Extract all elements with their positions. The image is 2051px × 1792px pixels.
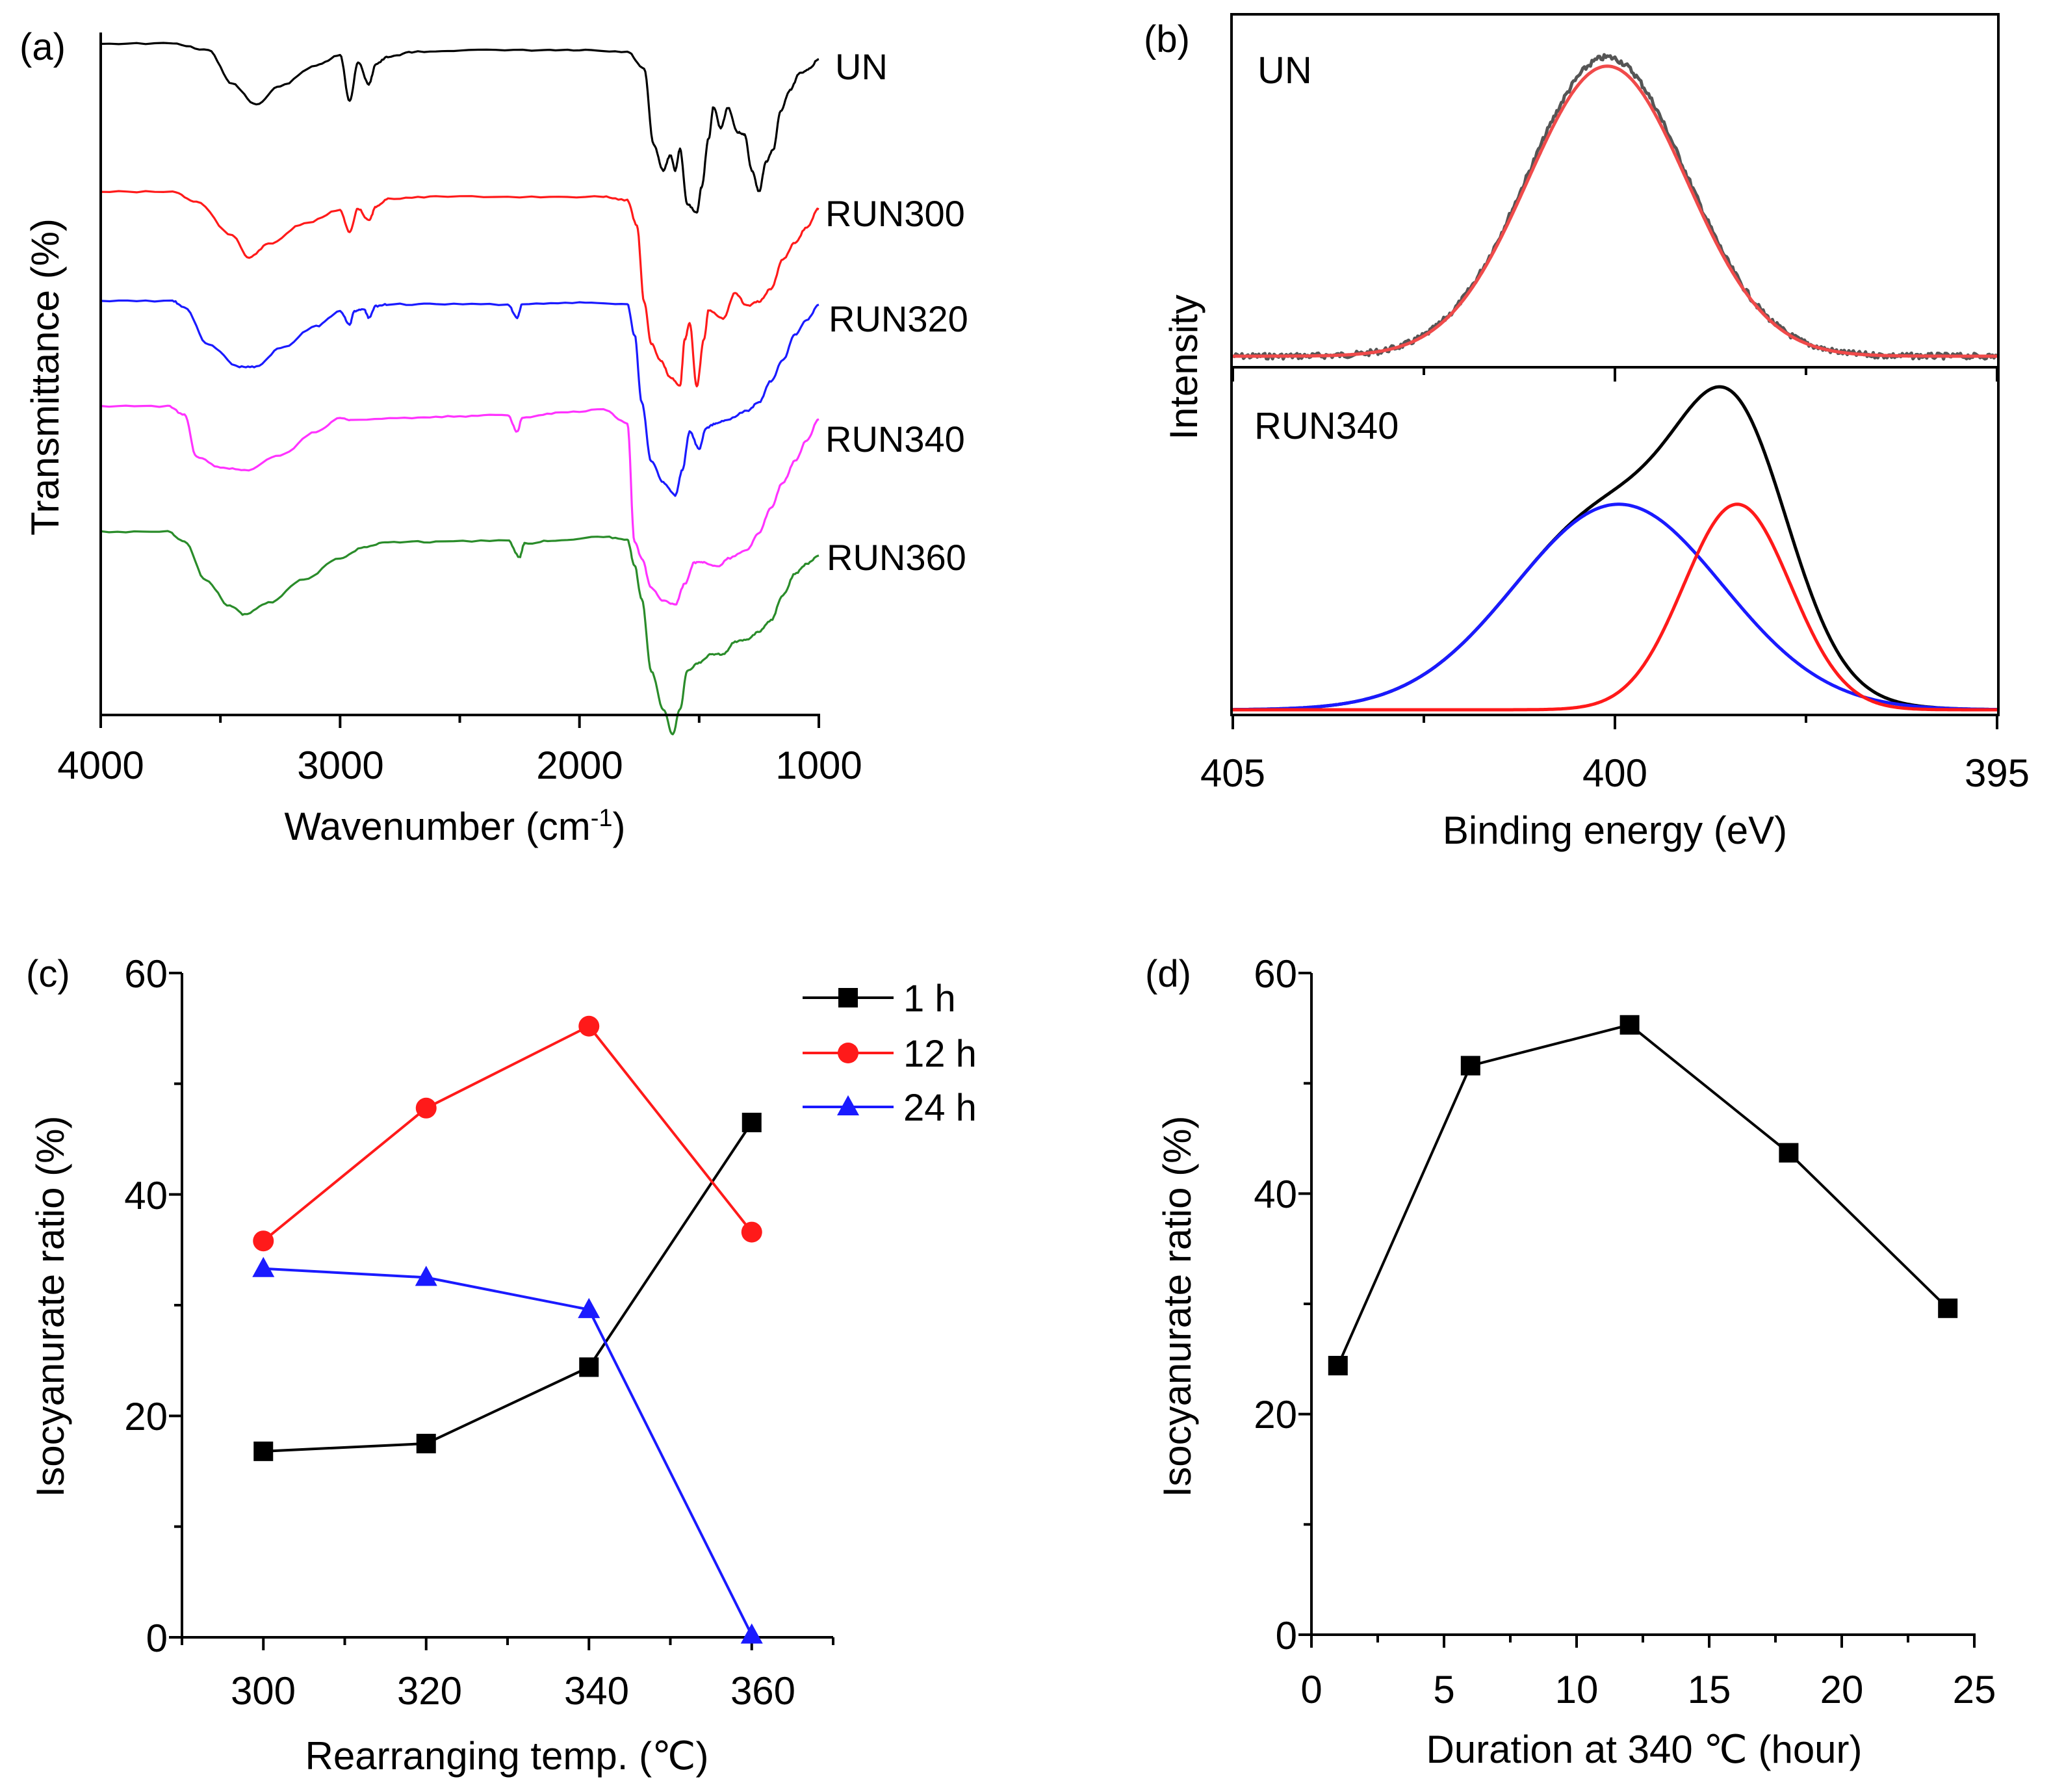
panel-c-y-tick-label: 40 [124, 1174, 168, 1217]
panel-c-y-tick-label: 20 [124, 1395, 168, 1438]
series-line-1h [263, 1121, 753, 1453]
legend-marker-circle [838, 1043, 858, 1063]
panel-c-x-axis-label: Rearranging temp. (℃) [305, 1734, 709, 1778]
data-point-circle [741, 1221, 762, 1243]
panel-a-x-tick-label: 1000 [775, 744, 862, 787]
series-label-run360: RUN360 [827, 537, 966, 578]
data-point-circle [253, 1230, 274, 1252]
panel-c-y-tick-label: 60 [124, 952, 168, 996]
panel-a-x-tick-label: 2000 [536, 744, 623, 787]
data-point-triangle [578, 1297, 600, 1318]
data-point-circle [415, 1097, 437, 1119]
panel-d: (d) 0 20 40 60 0 5 10 15 20 25 Duration … [1145, 952, 1996, 1771]
legend-label-1h: 1 h [903, 978, 956, 1020]
panel-c-ticks [169, 972, 834, 1650]
data-point-square [742, 1112, 762, 1132]
panel-d-y-tick-label: 40 [1254, 1173, 1297, 1216]
panel-b-bottom-label: RUN340 [1254, 405, 1399, 447]
panel-d-x-tick-label: 15 [1688, 1668, 1731, 1711]
panel-d-x-tick-label: 20 [1820, 1668, 1864, 1711]
panel-a-y-axis-label: Transmittance (%) [23, 218, 67, 536]
legend-marker-triangle [837, 1095, 859, 1115]
spectrum-run340 [100, 404, 819, 606]
panel-b-x-tick-label: 400 [1582, 751, 1647, 795]
panel-a-label: (a) [19, 26, 66, 68]
data-point-square [1328, 1356, 1348, 1376]
panel-a: (a) 4000 3000 2000 1000 Wavenumber (cm-1… [19, 26, 968, 848]
panel-c-x-tick-label: 340 [564, 1669, 629, 1713]
panel-b-frame [1230, 13, 2000, 716]
panel-d-x-tick-label: 10 [1555, 1668, 1599, 1711]
data-point-square [1779, 1143, 1799, 1163]
panel-d-x-tick-label: 5 [1433, 1668, 1454, 1711]
xps-run340-component-2 [1233, 502, 1997, 712]
panel-a-x-axis-label: Wavenumber (cm-1) [285, 805, 626, 848]
panel-a-curves [100, 42, 819, 736]
panel-a-x-ticks [99, 715, 820, 728]
panel-d-y-tick-label: 0 [1276, 1614, 1297, 1657]
data-point-triangle [740, 1623, 763, 1644]
xps-un-fit [1233, 64, 1997, 358]
xps-run340-component-1 [1233, 502, 1997, 712]
panel-c-legend: 1 h 12 h 24 h [803, 978, 977, 1129]
panel-c-series [252, 1015, 763, 1644]
panel-d-x-tick-label: 0 [1300, 1668, 1322, 1711]
panel-b-label: (b) [1144, 18, 1190, 60]
spectrum-run300 [100, 190, 819, 387]
series-label-run300: RUN300 [825, 193, 965, 234]
panel-d-y-tick-label: 20 [1254, 1393, 1297, 1436]
data-point-square [253, 1441, 274, 1461]
spectrum-run360 [100, 530, 819, 736]
panel-d-label: (d) [1145, 953, 1191, 995]
data-point-circle [578, 1015, 600, 1037]
panel-c-label: (c) [26, 953, 70, 995]
panel-d-x-tick-label: 25 [1953, 1668, 1996, 1711]
series-line-duration [1336, 1023, 1949, 1366]
panel-c: (c) 0 20 40 60 300 320 340 360 Rearrangi… [26, 952, 977, 1778]
panel-b-x-tick-label: 405 [1200, 751, 1265, 795]
series-line-24h [263, 1267, 753, 1636]
data-point-triangle [252, 1256, 275, 1277]
legend-label-12h: 12 h [903, 1033, 977, 1075]
panel-c-x-tick-label: 360 [730, 1669, 795, 1713]
legend-marker-square [838, 988, 858, 1007]
panel-b-x-tick-label: 395 [1965, 751, 2030, 795]
panel-a-x-axis-label-sup: -1 [591, 805, 613, 832]
data-point-square [1460, 1056, 1480, 1076]
data-point-triangle [415, 1266, 437, 1286]
series-label-un: UN [835, 46, 888, 87]
xps-un-data [1232, 53, 1998, 361]
data-point-square [416, 1433, 436, 1453]
panel-d-ticks [1298, 972, 1976, 1648]
panel-c-x-tick-label: 320 [397, 1669, 462, 1713]
panel-b-top-label: UN [1258, 49, 1312, 92]
data-point-square [1619, 1015, 1640, 1035]
panel-a-x-axis-label-main: Wavenumber (cm [285, 805, 591, 848]
panel-c-x-tick-label: 300 [231, 1669, 296, 1713]
panel-d-y-tick-label: 60 [1254, 952, 1297, 996]
panel-b-ticks [1232, 367, 1998, 729]
legend-label-24h: 24 h [903, 1087, 977, 1129]
panel-b-y-axis-label: Intensity [1162, 294, 1206, 439]
panel-a-x-tick-label: 3000 [297, 744, 383, 787]
panel-b-curves [1232, 53, 1998, 712]
data-point-square [579, 1357, 599, 1377]
panel-b: (b) 405 400 395 Binding energy (eV) Inte… [1144, 13, 2030, 852]
panel-b-x-axis-label: Binding energy (eV) [1443, 809, 1787, 852]
spectrum-un [100, 42, 819, 214]
data-point-square [1938, 1298, 1958, 1318]
series-label-run340: RUN340 [825, 419, 965, 460]
panel-d-y-axis-label: Isocyanurate ratio (%) [1155, 1116, 1199, 1498]
series-label-run320: RUN320 [829, 298, 968, 339]
series-line-12h [262, 1024, 753, 1242]
panel-a-x-axis-label-close: ) [613, 805, 626, 848]
panel-d-series [1328, 1015, 1958, 1376]
panel-a-x-tick-label: 4000 [57, 744, 144, 787]
panel-d-x-axis-label: Duration at 340 ℃ (hour) [1426, 1728, 1862, 1771]
panel-c-y-tick-label: 0 [146, 1617, 168, 1660]
spectrum-run320 [100, 299, 819, 497]
panel-c-y-axis-label: Isocyanurate ratio (%) [29, 1116, 72, 1498]
